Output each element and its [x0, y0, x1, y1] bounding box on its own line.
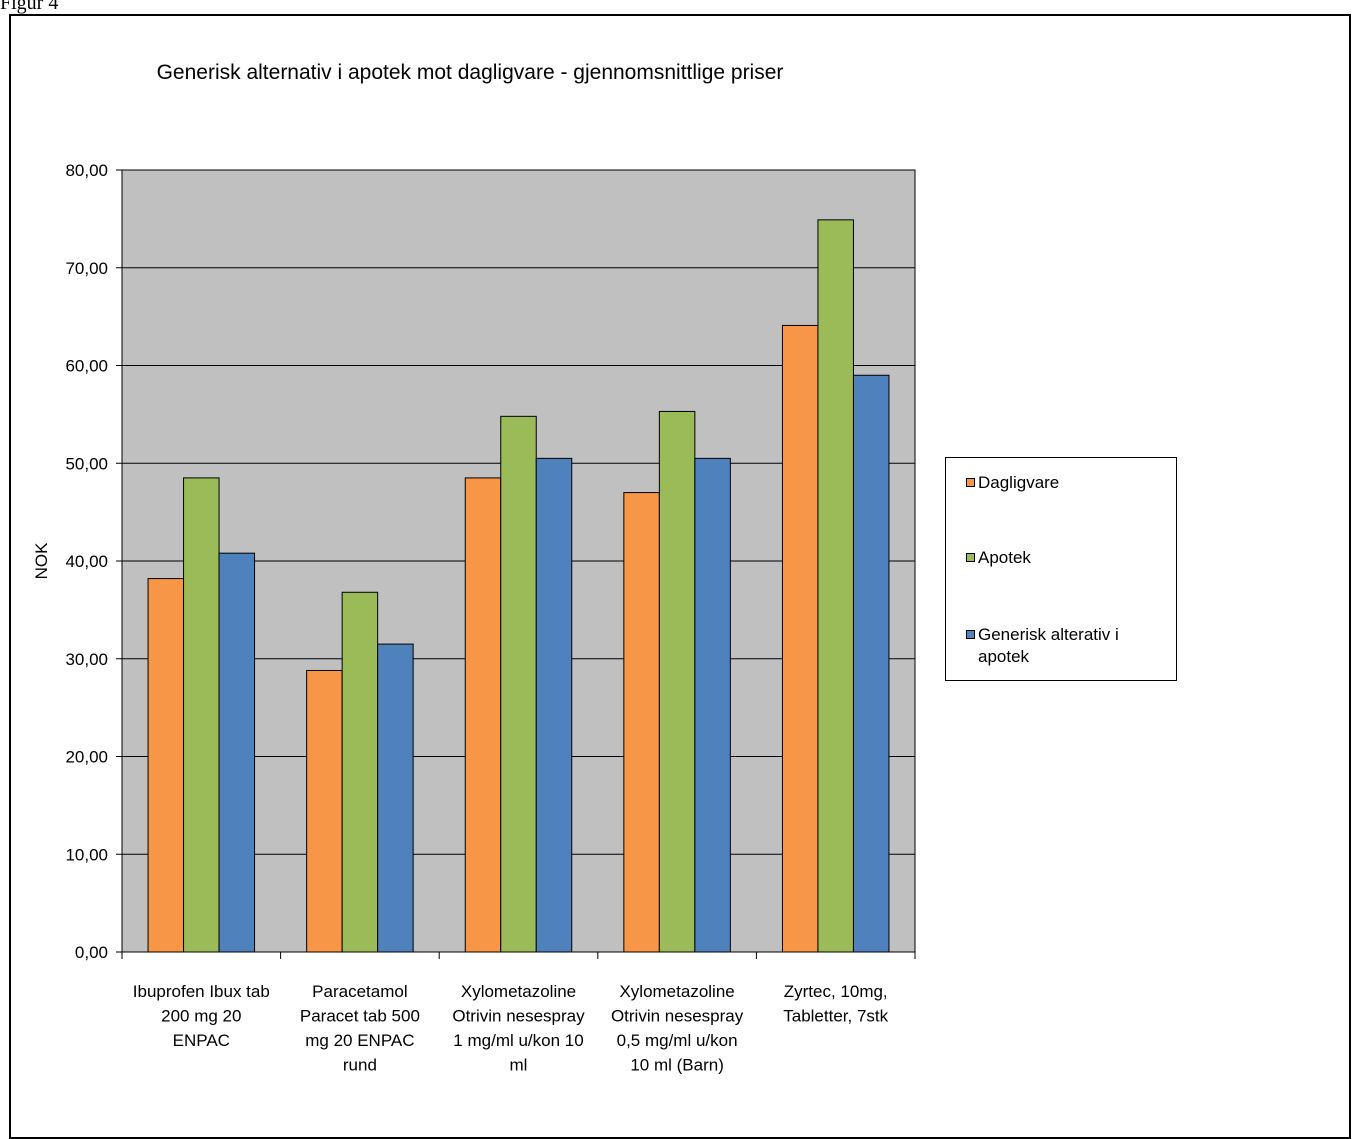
bar-dagligvare-0: [147, 578, 185, 953]
bar-generisk-alterativ-i-apotek-0: [218, 552, 256, 953]
y-tick-label: 60,00: [65, 357, 108, 376]
bar-apotek-3: [658, 410, 696, 953]
figure-label: Figur 4: [0, 0, 59, 14]
legend-swatch-generisk: [966, 630, 975, 639]
bar-apotek-1: [341, 591, 379, 953]
y-tick-label: 40,00: [65, 552, 108, 571]
legend-item-apotek: Apotek: [966, 547, 1031, 569]
bar-apotek-0: [183, 477, 220, 953]
bar-dagligvare-2: [464, 477, 502, 953]
y-tick-label: 80,00: [65, 161, 108, 180]
bar-dagligvare-1: [306, 669, 343, 953]
x-tick-label: Xylometazoline Otrivin nesespray 0,5 mg/ml…: [611, 982, 744, 1075]
legend-item-dagligvare: Dagligvare: [966, 472, 1060, 494]
y-tick-label: 70,00: [65, 259, 108, 278]
bar-dagligvare-4: [781, 324, 819, 953]
y-tick-labels: 0,00 10,00 20,00 30,00 40,00 50,00 60,00 70,00 8…: [65, 161, 108, 962]
bar-generisk-alterativ-i-apotek-3: [694, 457, 731, 953]
legend-item-generisk: Generisk alterativ i apotek: [966, 624, 1119, 668]
y-tick-label: 50,00: [65, 454, 108, 473]
bar-generisk-alterativ-i-apotek-4: [852, 374, 890, 953]
y-tick-label: 30,00: [65, 650, 108, 669]
y-tick-label: 0,00: [75, 943, 108, 962]
legend-swatch-apotek: [966, 553, 975, 562]
x-tick-label: Ibuprofen Ibux tab 200 mg 20 ENPAC: [133, 982, 270, 1050]
bar-generisk-alterativ-i-apotek-1: [377, 643, 414, 953]
x-tick-label: Zyrtec, 10mg, Tabletter, 7stk: [783, 982, 888, 1026]
y-tick-label: 20,00: [65, 748, 108, 767]
bar-dagligvare-3: [623, 492, 660, 953]
x-tick-label: Paracetamol Paracet tab 500 mg 20 ENPAC run…: [300, 982, 420, 1075]
legend-label-apotek: Apotek: [978, 548, 1031, 567]
legend-swatch-dagligvare: [966, 478, 975, 487]
bar-apotek-4: [817, 219, 854, 953]
y-axis-label: NOK: [32, 542, 51, 580]
bar-apotek-2: [500, 415, 537, 953]
chart-title: Generisk alternativ i apotek mot dagligv…: [157, 61, 784, 84]
bar-generisk-alterativ-i-apotek-2: [535, 457, 573, 953]
legend-label-generisk-line2: apotek: [978, 647, 1030, 666]
x-tick-labels: Ibuprofen Ibux tab 200 mg 20 ENPAC Paraceta…: [133, 982, 889, 1075]
axes: [116, 169, 916, 959]
legend: Dagligvare Apotek Generisk alterativ i a…: [945, 457, 1177, 681]
legend-label-generisk-line1: Generisk alterativ i: [978, 625, 1119, 644]
x-tick-label: Xylometazoline Otrivin nesespray 1 mg/ml u…: [452, 982, 585, 1075]
legend-label-dagligvare: Dagligvare: [978, 473, 1060, 492]
y-tick-label: 10,00: [65, 845, 108, 864]
bars: [147, 219, 890, 953]
